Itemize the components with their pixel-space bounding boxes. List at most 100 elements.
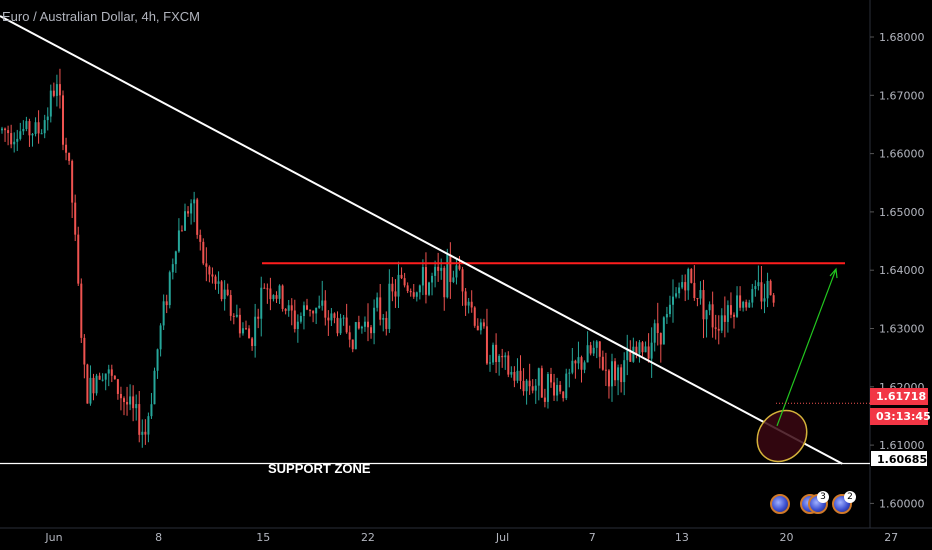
- candle-body: [623, 360, 626, 383]
- candle-body: [296, 321, 299, 329]
- candle-body: [367, 321, 369, 328]
- candle-body: [43, 120, 46, 134]
- candle-body: [742, 301, 745, 308]
- candle-body: [772, 295, 775, 303]
- candle-body: [629, 350, 632, 362]
- candle-body: [522, 380, 525, 392]
- candle-body: [550, 374, 552, 383]
- candle-body: [312, 310, 315, 314]
- candle-body: [559, 384, 562, 392]
- candle-body: [241, 328, 244, 334]
- candle-body: [266, 288, 269, 290]
- candle-body: [537, 368, 540, 386]
- candle-body: [211, 274, 214, 277]
- candle-body: [373, 307, 376, 334]
- candle-body: [156, 349, 159, 371]
- candle-body: [101, 379, 104, 381]
- candle-body: [339, 318, 342, 334]
- candle-body: [397, 274, 400, 297]
- candle-body: [4, 128, 7, 131]
- candle-body: [345, 317, 348, 333]
- time-tick-label: 27: [884, 531, 898, 544]
- candle-body: [74, 202, 77, 235]
- candle-body: [662, 317, 665, 345]
- price-axis[interactable]: 1.68000 1.67000 1.66000 1.65000 1.64000 1.630…: [870, 31, 925, 510]
- candle-body: [620, 367, 623, 383]
- candle-body: [159, 325, 162, 350]
- candle-body: [269, 288, 272, 300]
- last-price-badge: 1.61718: [870, 388, 928, 405]
- candle-body: [272, 295, 275, 300]
- candle-body: [678, 287, 681, 294]
- candle-body: [684, 282, 687, 291]
- candle-body: [687, 269, 690, 291]
- candle-body: [708, 304, 711, 311]
- candle-body: [263, 287, 266, 289]
- candle-body: [577, 357, 580, 364]
- candle-body: [434, 266, 437, 276]
- candle-body: [458, 265, 461, 270]
- candle-body: [672, 296, 674, 305]
- candle-body: [766, 280, 769, 299]
- candle-body: [638, 342, 641, 354]
- candle-body: [278, 285, 281, 299]
- candle-body: [284, 308, 287, 311]
- candle-body: [248, 328, 251, 339]
- candle-body: [501, 355, 504, 358]
- candle-body: [208, 266, 211, 275]
- candle-body: [25, 121, 28, 129]
- price-tick-label: 1.67000: [879, 89, 925, 102]
- candle-body: [275, 295, 278, 299]
- economic-event-icon[interactable]: [770, 494, 790, 514]
- candle-body: [726, 305, 729, 322]
- candle-body: [626, 350, 629, 361]
- candle-body: [513, 371, 516, 381]
- candle-body: [583, 362, 586, 370]
- candle-body: [196, 199, 199, 235]
- candle-body: [318, 305, 321, 308]
- candle-body: [324, 300, 327, 318]
- candle-body: [507, 355, 510, 375]
- symbol-title[interactable]: Euro / Australian Dollar, 4h, FXCM: [2, 9, 200, 24]
- candle-body: [751, 289, 754, 303]
- candle-body: [568, 372, 571, 374]
- candle-body: [357, 322, 360, 329]
- candle-body: [492, 344, 495, 363]
- candle-body: [1, 128, 3, 131]
- candle-body: [595, 341, 598, 348]
- projection-arrow[interactable]: [776, 268, 837, 427]
- candle-body: [235, 314, 238, 317]
- candle-body: [223, 289, 226, 300]
- candle-body: [214, 276, 217, 284]
- candle-body: [656, 323, 659, 334]
- candle-body: [229, 295, 232, 316]
- candle-body: [370, 327, 373, 334]
- candle-body: [504, 355, 507, 358]
- candle-body: [665, 314, 668, 318]
- candle-body: [415, 292, 418, 297]
- candle-body: [580, 357, 583, 370]
- price-tick-label: 1.68000: [879, 31, 925, 44]
- drawing-layer[interactable]: [0, 15, 870, 472]
- candle-body: [412, 292, 415, 297]
- downtrend-line[interactable]: [0, 15, 843, 465]
- candle-body: [129, 396, 132, 405]
- candle-body: [437, 266, 440, 271]
- time-axis[interactable]: Jun 8 15 22 Jul 7 13 20 27: [44, 531, 898, 544]
- candle-body: [95, 375, 98, 394]
- candle-body: [135, 404, 138, 409]
- price-tick-label: 1.60000: [879, 497, 925, 510]
- candle-body: [86, 364, 89, 404]
- candle-body: [498, 355, 501, 363]
- candle-body: [31, 133, 34, 136]
- candle-body: [80, 283, 83, 338]
- candle-body: [132, 396, 135, 409]
- candle-body: [287, 305, 290, 311]
- candle-body: [165, 301, 168, 306]
- candle-body: [586, 345, 589, 363]
- candle-body: [126, 401, 129, 405]
- candle-body: [763, 298, 766, 302]
- highlight-ellipse[interactable]: [747, 401, 817, 472]
- candle-body: [592, 347, 595, 354]
